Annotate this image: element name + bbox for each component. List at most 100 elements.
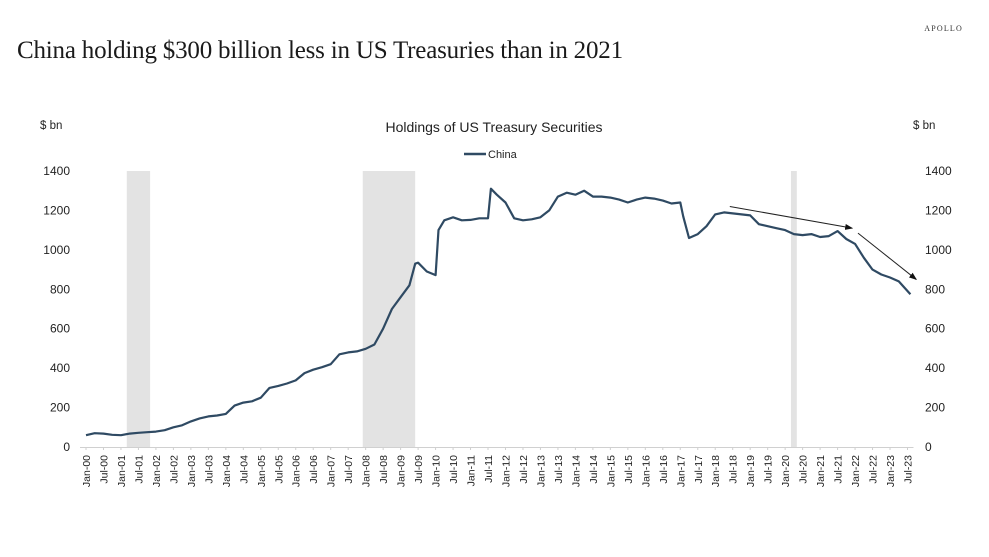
data-point: [278, 385, 279, 386]
x-tick-label: Jul-23: [903, 455, 915, 484]
y-axis-left: 0 200 400 600 800 1000 1200 1400: [43, 164, 70, 454]
data-point: [688, 237, 689, 238]
y-tick-label-left: 400: [50, 361, 70, 375]
y-tick-label-left: 200: [50, 401, 70, 415]
x-tick-label: Jan-23: [885, 455, 897, 487]
y-tick-label-right: 1000: [925, 243, 952, 257]
data-point: [610, 197, 611, 198]
data-point: [129, 433, 130, 434]
data-point: [234, 405, 235, 406]
y-axis-right: 0 200 400 600 800 1000 1200 1400: [925, 164, 952, 454]
x-tick-label: Jul-08: [378, 455, 390, 484]
data-point: [461, 220, 462, 221]
data-point: [828, 235, 829, 236]
data-point: [321, 367, 322, 368]
x-tick-label: Jan-19: [745, 455, 757, 487]
data-point: [557, 196, 558, 197]
recession-bands: [126, 171, 797, 447]
x-tick-label: Jan-13: [535, 455, 547, 487]
data-point: [365, 348, 366, 349]
data-point: [426, 271, 427, 272]
x-tick-label: Jan-12: [500, 455, 512, 487]
data-point: [732, 213, 733, 214]
x-tick-label: Jan-09: [396, 455, 408, 487]
data-point: [155, 431, 156, 432]
data-point: [522, 220, 523, 221]
data-point: [208, 416, 209, 417]
data-point: [881, 274, 882, 275]
data-point: [216, 415, 217, 416]
x-tick-label: Jul-10: [448, 455, 460, 484]
x-tick-label: Jul-15: [623, 455, 635, 484]
x-tick-label: Jul-03: [203, 455, 215, 484]
x-tick-label: Jan-11: [466, 455, 478, 486]
data-point: [758, 224, 759, 225]
data-point: [417, 262, 418, 263]
data-point: [138, 432, 139, 433]
data-point: [898, 281, 899, 282]
x-tick-label: Jan-06: [291, 455, 303, 487]
data-point: [313, 369, 314, 370]
data-point: [348, 352, 349, 353]
x-tick-label: Jul-21: [833, 455, 845, 484]
data-point: [776, 228, 777, 229]
x-tick-label: Jul-11: [483, 455, 495, 483]
x-tick-label: Jul-19: [763, 455, 775, 484]
x-tick-label: Jul-09: [413, 455, 425, 484]
y-tick-label-right: 0: [925, 440, 932, 454]
data-point: [374, 344, 375, 345]
data-point: [490, 188, 491, 189]
data-point: [531, 219, 532, 220]
page-headline: China holding $300 billion less in US Tr…: [17, 37, 623, 64]
data-point: [601, 196, 602, 197]
y-tick-label-left: 1000: [43, 243, 70, 257]
data-point: [487, 218, 488, 219]
x-tick-label: Jan-00: [81, 455, 93, 487]
data-point: [680, 202, 681, 203]
x-tick-label: Jan-01: [116, 455, 128, 487]
data-point: [304, 372, 305, 373]
data-point: [383, 328, 384, 329]
data-point: [147, 432, 148, 433]
data-point: [260, 397, 261, 398]
x-tick-label: Jan-07: [326, 455, 338, 487]
data-point: [584, 190, 585, 191]
data-point: [164, 430, 165, 431]
data-point: [811, 233, 812, 234]
x-tick-label: Jan-02: [151, 455, 163, 487]
x-tick-label: Jan-03: [186, 455, 198, 487]
data-point: [339, 354, 340, 355]
data-point: [330, 364, 331, 365]
trend-arrow: [729, 205, 854, 230]
data-point: [103, 433, 104, 434]
data-point: [400, 297, 401, 298]
data-point: [627, 202, 628, 203]
data-point: [889, 277, 890, 278]
trend-arrow: [857, 232, 918, 281]
x-tick-label: Jul-07: [343, 455, 355, 484]
data-point: [269, 387, 270, 388]
data-point: [854, 243, 855, 244]
x-tick-label: Jan-05: [256, 455, 268, 487]
x-tick-label: Jan-17: [675, 455, 687, 487]
x-tick-label: Jul-02: [168, 455, 180, 484]
x-tick-label: Jul-16: [658, 455, 670, 484]
data-point: [243, 402, 244, 403]
data-point: [415, 263, 416, 264]
y-tick-label-right: 400: [925, 361, 945, 375]
x-tick-label: Jan-16: [640, 455, 652, 487]
data-point: [549, 210, 550, 211]
data-point: [85, 435, 86, 436]
data-point: [723, 212, 724, 213]
x-tick-label: Jul-00: [98, 455, 110, 484]
data-point: [444, 220, 445, 221]
y-tick-label-left: 600: [50, 322, 70, 336]
data-point: [470, 219, 471, 220]
y-tick-label-left: 1400: [43, 164, 70, 178]
x-tick-label: Jul-01: [133, 455, 145, 484]
x-tick-label: Jan-20: [780, 455, 792, 487]
data-point: [750, 215, 751, 216]
data-point: [479, 218, 480, 219]
data-point: [190, 421, 191, 422]
